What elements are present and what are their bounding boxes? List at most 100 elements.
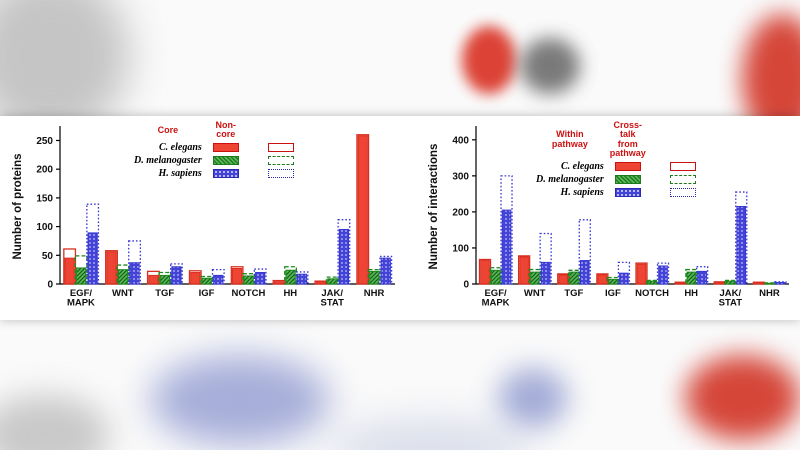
bar-core [357,135,368,285]
y-tick-label: 200 [452,207,469,218]
legend-swatch-cell [250,142,312,152]
bar-noncore [295,271,309,285]
background-blob [0,395,110,450]
bar-core [327,278,338,285]
bar-noncore [74,255,88,285]
bar-core [608,278,618,285]
bar-core [201,277,212,285]
x-category-label: EGF/MAPK [67,288,95,309]
x-category-label: TGF [155,288,174,299]
x-category-label: WNT [524,288,546,299]
legend-swatch [267,155,294,165]
legend-swatch-cell [250,155,312,165]
bar-noncore [635,262,648,285]
legend-swatch [669,174,696,184]
background-blob [150,355,330,445]
bar-core [519,256,529,285]
bar-core [736,206,747,285]
legend-swatch [212,155,239,165]
bar-core [243,275,254,285]
bar-core [190,272,201,285]
bar-noncore [337,219,351,285]
bar-core [636,263,647,285]
x-category-label: IGF [605,288,621,299]
legend-swatch-cell [652,161,714,171]
chart-number-of-proteins: 0 50 100 150 200 250 Number of proteins EGF/MAP… [8,120,400,317]
x-category-label: EGF/MAPK [482,288,510,309]
chart-svg: 0 50 100 150 200 250 Number of proteins EGF/MAP… [12,126,395,309]
bar-core [579,260,590,285]
y-axis-title: Number of proteins [12,153,24,259]
legend-header-filled: Within pathway [551,129,588,149]
figure-panel: 0 50 100 150 200 250 Number of proteins EGF/MAP… [0,116,800,320]
bar-core [480,260,490,285]
legend-swatch [614,187,641,197]
bar-core [255,272,266,285]
bar-noncore [774,281,787,285]
bar-noncore [169,263,183,285]
legend-swatch-cell [250,168,312,178]
x-category-label: NHR [364,288,385,299]
background-blob [462,26,516,94]
legend-swatch-cell [652,174,714,184]
bar-core [597,274,608,285]
legend-header-filled: Core [157,124,179,135]
x-category-label: JAK/STAT [320,288,344,309]
bar-noncore [200,275,214,285]
bar-core [619,272,629,285]
legend-swatch [267,142,294,152]
legend-swatch [614,161,641,171]
legend-species-label: H. sapiens [560,186,604,198]
background-blob [685,355,800,440]
bar-core [296,273,308,285]
legend-header-outline: Non-core [215,120,237,140]
legend-swatch-cell [610,187,646,197]
bar-core [490,269,501,285]
bar-noncore [128,240,141,285]
bar-noncore [379,255,393,285]
legend-species-label: C. elegans [159,141,202,153]
bar-core [338,228,350,285]
bar-noncore [211,268,225,285]
bar-core [64,257,75,285]
chart-legend: Core Non-core C. elegans D. melanogaster H. … [134,120,312,179]
bar-core [540,261,551,285]
x-category-label: TGF [564,288,583,299]
bar-core [117,269,129,285]
bar-core [380,257,391,285]
legend-species-label: H. sapiens [158,167,202,179]
chart-legend: Within pathway Cross-talk from pathway C. … [536,120,714,198]
bar-noncore [578,219,591,285]
bar-noncore [656,262,670,285]
bar-noncore [230,266,244,285]
bar-noncore [528,268,542,285]
x-category-label: JAK/STAT [719,288,743,309]
bar-noncore [356,134,370,285]
y-axis-title: Number of interactions [428,144,440,270]
background-blob [498,368,568,428]
bar-core [558,274,569,285]
y-tick-label: 100 [36,222,53,233]
bar-noncore [685,268,698,285]
legend-swatch [669,187,696,197]
legend-swatch-cell [208,155,244,165]
y-tick-label: 250 [36,136,53,147]
x-category-label: NHR [759,288,780,299]
bar-noncore [735,191,748,285]
bar-core [501,209,512,285]
bar-noncore [242,273,256,285]
legend-header-outline: Cross-talk from pathway [609,120,646,159]
legend-species-label: D. melanogaster [536,173,604,185]
legend-swatch [267,168,294,178]
bar-noncore [763,282,776,285]
bar-core [159,274,171,285]
bar-core [148,274,159,285]
bar-core [369,270,380,285]
bar-noncore [253,268,267,285]
x-category-label: HH [283,288,297,299]
x-category-label: NOTCH [635,288,669,299]
legend-swatch [212,168,239,178]
chart-svg: 0 100 200 300 400 Number of interactions EGF/M… [428,126,789,309]
y-tick-label: 400 [452,135,469,146]
